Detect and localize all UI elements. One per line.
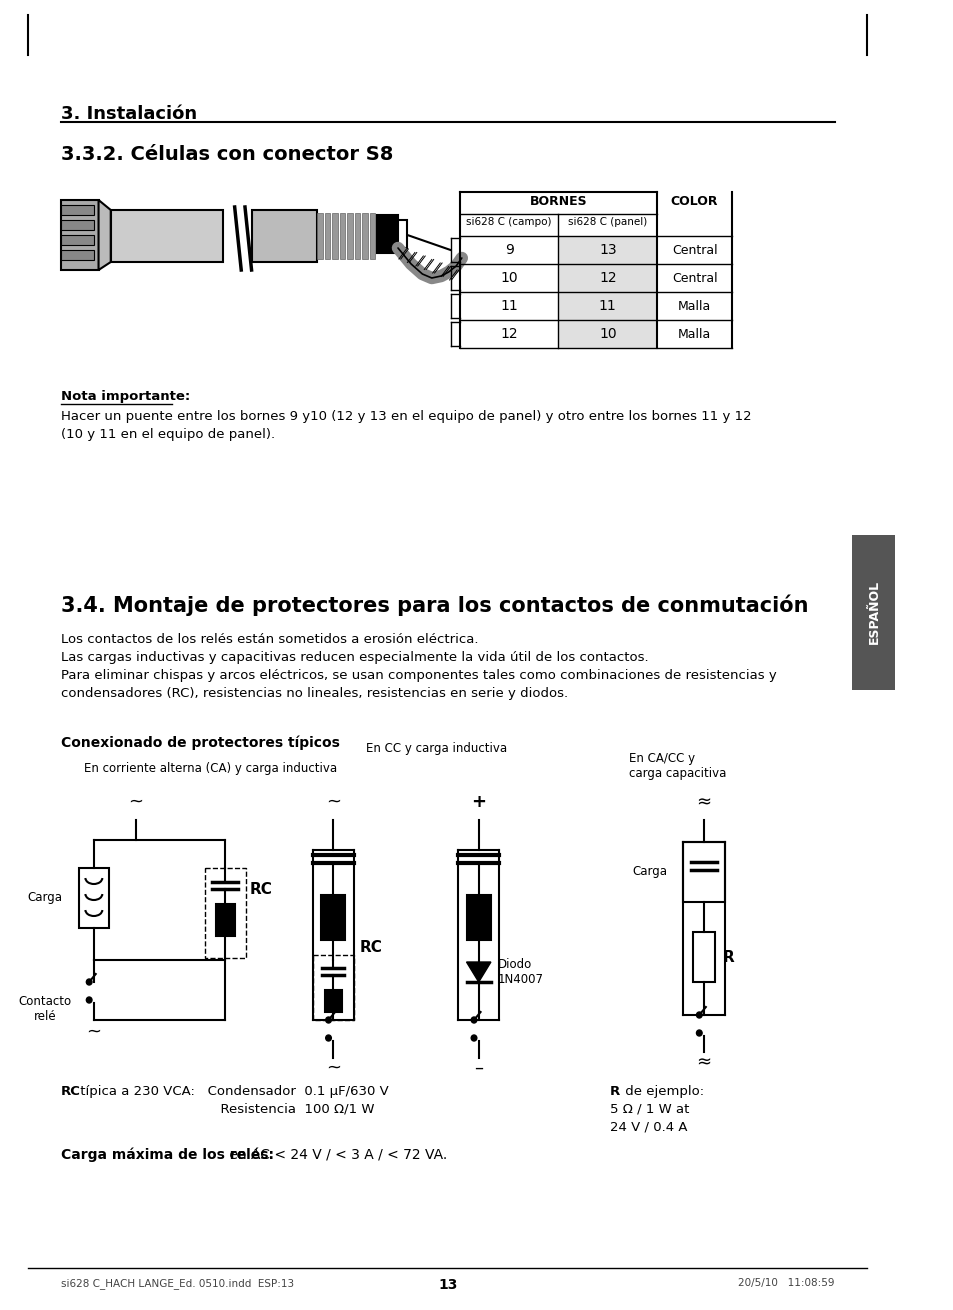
Text: 12: 12 (598, 271, 616, 286)
Text: RC: RC (250, 883, 273, 897)
Text: En CA/CC y
carga capacitiva: En CA/CC y carga capacitiva (628, 752, 725, 779)
Text: 10: 10 (598, 328, 616, 341)
Text: Contacto
relé: Contacto relé (18, 996, 71, 1023)
Text: Para eliminar chispas y arcos eléctricos, se usan componentes tales como combina: Para eliminar chispas y arcos eléctricos… (61, 669, 776, 683)
Bar (370, 214, 375, 259)
Text: Malla: Malla (678, 300, 711, 313)
Bar (466, 895, 491, 941)
Text: COLOR: COLOR (670, 195, 718, 208)
Text: RC: RC (359, 941, 382, 955)
Bar (355, 214, 360, 259)
Text: 13: 13 (437, 1279, 456, 1292)
Bar (558, 320, 657, 348)
Text: (10 y 11 en el equipo de panel).: (10 y 11 en el equipo de panel). (61, 428, 274, 441)
Text: Nota importante:: Nota importante: (61, 390, 190, 403)
Circle shape (87, 979, 91, 985)
Bar (324, 214, 330, 259)
Circle shape (87, 997, 91, 1003)
Polygon shape (98, 200, 111, 270)
Text: Central: Central (671, 271, 717, 284)
Bar (111, 210, 223, 262)
Text: 5 Ω / 1 W at: 5 Ω / 1 W at (610, 1103, 689, 1116)
Text: Malla: Malla (678, 328, 711, 341)
Text: ~: ~ (129, 793, 144, 811)
Bar (61, 200, 98, 270)
Circle shape (696, 1030, 701, 1036)
Circle shape (471, 1035, 476, 1041)
Text: ≈: ≈ (696, 1053, 711, 1072)
Text: ~: ~ (325, 793, 340, 811)
Bar (339, 214, 345, 259)
Bar (324, 990, 341, 1013)
Circle shape (325, 1035, 331, 1041)
Text: Central: Central (671, 244, 717, 257)
Text: BORNES: BORNES (529, 195, 587, 208)
Text: de ejemplo:: de ejemplo: (620, 1085, 703, 1098)
Bar (313, 955, 354, 1020)
Bar (332, 214, 337, 259)
Text: condensadores (RC), resistencias no lineales, resistencias en serie y diodos.: condensadores (RC), resistencias no line… (61, 686, 568, 700)
Bar (320, 895, 345, 941)
Bar (397, 220, 407, 248)
Text: Resistencia  100 Ω/1 W: Resistencia 100 Ω/1 W (76, 1103, 375, 1116)
Text: Los contactos de los relés están sometidos a erosión eléctrica.: Los contactos de los relés están sometid… (61, 633, 478, 646)
Text: Carga máxima de los relés:: Carga máxima de los relés: (61, 1148, 274, 1162)
Text: 13: 13 (598, 242, 616, 257)
Text: ~: ~ (325, 1058, 340, 1077)
Text: Conexionado de protectores típicos: Conexionado de protectores típicos (61, 735, 339, 749)
Text: Carga: Carga (28, 892, 63, 904)
Text: si628 C (panel): si628 C (panel) (568, 217, 647, 227)
Text: si628 C_HACH LANGE_Ed. 0510.indd  ESP:13: si628 C_HACH LANGE_Ed. 0510.indd ESP:13 (61, 1279, 294, 1289)
Text: Diodo
1N4007: Diodo 1N4007 (497, 958, 543, 986)
Text: típica a 230 VCA:   Condensador  0.1 µF/630 V: típica a 230 VCA: Condensador 0.1 µF/630… (76, 1085, 389, 1098)
Bar (61, 234, 93, 245)
Text: En corriente alterna (CA) y carga inductiva: En corriente alterna (CA) y carga induct… (85, 762, 337, 776)
Bar (377, 215, 397, 253)
Text: 11: 11 (499, 299, 517, 313)
Circle shape (696, 1013, 701, 1018)
Text: 3.3.2. Células con conector S8: 3.3.2. Células con conector S8 (61, 145, 393, 164)
Text: 3.4. Montaje de protectores para los contactos de conmutación: 3.4. Montaje de protectores para los con… (61, 595, 807, 617)
Circle shape (325, 1017, 331, 1023)
Text: ESPAÑOL: ESPAÑOL (866, 580, 880, 645)
Bar (558, 236, 657, 265)
Bar (79, 869, 109, 927)
Text: 24 V / 0.4 A: 24 V / 0.4 A (610, 1121, 687, 1134)
Text: 3. Instalación: 3. Instalación (61, 105, 197, 123)
Text: ~: ~ (87, 1023, 101, 1041)
Text: 10: 10 (500, 271, 517, 286)
Bar (317, 214, 322, 259)
Bar (682, 842, 724, 903)
Bar (692, 931, 715, 982)
Bar (558, 265, 657, 292)
Text: 12: 12 (500, 328, 517, 341)
Text: 11: 11 (598, 299, 616, 313)
Bar (558, 292, 657, 320)
Text: 20/5/10   11:08:59: 20/5/10 11:08:59 (738, 1279, 834, 1288)
Bar (851, 534, 895, 690)
Text: +: + (471, 793, 486, 811)
Bar (252, 210, 317, 262)
Polygon shape (466, 962, 491, 982)
Bar (61, 204, 93, 215)
Text: ≈: ≈ (696, 793, 711, 811)
Text: en AC < 24 V / < 3 A / < 72 VA.: en AC < 24 V / < 3 A / < 72 VA. (225, 1148, 447, 1161)
Text: –: – (474, 1058, 483, 1077)
Text: R: R (610, 1085, 619, 1098)
Bar (347, 214, 353, 259)
Bar (362, 214, 368, 259)
Text: 9: 9 (504, 242, 513, 257)
Text: Las cargas inductivas y capacitivas reducen especialmente la vida útil de los co: Las cargas inductivas y capacitivas redu… (61, 651, 648, 664)
Bar (204, 869, 246, 958)
Text: En CC y carga inductiva: En CC y carga inductiva (366, 741, 507, 755)
Circle shape (471, 1017, 476, 1023)
Bar (61, 220, 93, 231)
Text: Carga: Carga (632, 866, 666, 879)
Text: RC: RC (61, 1085, 81, 1098)
Bar (215, 904, 234, 937)
Text: si628 C (campo): si628 C (campo) (466, 217, 552, 227)
Text: Hacer un puente entre los bornes 9 y10 (12 y 13 en el equipo de panel) y otro en: Hacer un puente entre los bornes 9 y10 (… (61, 410, 751, 423)
Text: R: R (722, 950, 734, 964)
Bar (61, 250, 93, 259)
